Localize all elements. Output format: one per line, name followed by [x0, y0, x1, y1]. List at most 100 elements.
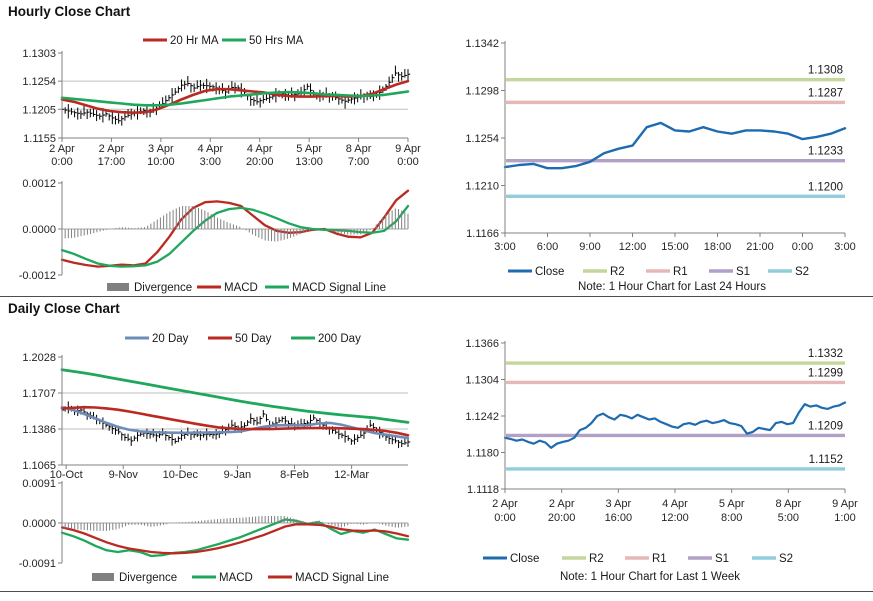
y-tick-label: 1.1155 — [23, 133, 56, 145]
x-tick-label: 9-Nov — [109, 469, 139, 481]
legend-label-macd: MACD — [219, 572, 253, 584]
x-tick-label: 20:00 — [246, 156, 274, 168]
x-tick-label: 0:00 — [792, 241, 813, 253]
pivot-label-r1: 1.1299 — [808, 367, 843, 379]
legend-label-r1: R1 — [673, 266, 688, 278]
legend-label-r1: R1 — [652, 553, 667, 565]
y-tick-label: 1.1118 — [467, 484, 499, 496]
divergence-bars — [61, 515, 409, 531]
legend-label-r2: R2 — [589, 553, 604, 565]
x-tick-label: 3:00 — [494, 241, 515, 253]
y-tick-label: 1.2028 — [22, 352, 56, 364]
x-tick-label: 15:00 — [661, 241, 689, 253]
series-close — [503, 121, 847, 170]
series-close — [503, 401, 847, 449]
weekly_pivot-chart: 1.1332 1.1299 1.1209 1.1152 1.1366 1.1304 1.12… — [465, 338, 858, 583]
legend-label-r2: R2 — [610, 266, 625, 278]
chart-note: Note: 1 Hour Chart for Last 1 Week — [560, 571, 740, 583]
x-tick-label: 2 Apr — [49, 143, 75, 155]
y-tick-label: 1.1180 — [466, 448, 499, 460]
y-tick-label: 1.1254 — [465, 133, 499, 145]
hourly_close-legend: 20 Hr MA 50 Hrs MA — [143, 35, 304, 47]
section-divider-top — [0, 296, 873, 297]
hourly-section-title: Hourly Close Chart — [8, 4, 131, 19]
legend-label-divergence: Divergence — [119, 572, 177, 584]
x-tick-label: 12:00 — [661, 512, 689, 524]
series-50-day — [60, 405, 410, 437]
pivot-label-r2: 1.1308 — [808, 65, 843, 77]
y-tick-label: 1.1707 — [22, 388, 56, 400]
daily-section-title: Daily Close Chart — [8, 301, 120, 316]
x-tick-label: 12:00 — [619, 241, 647, 253]
y-tick-label: 0.0012 — [22, 178, 56, 190]
pivot-label-s1: 1.1233 — [808, 146, 843, 158]
x-tick-label: 9 Apr — [832, 498, 858, 510]
x-tick-label: 4 Apr — [197, 143, 223, 155]
daily_macd-chart: 0.0091 0.0000 -0.0091 Divergence MACD MACD Si… — [19, 478, 410, 584]
x-tick-label: 3:00 — [834, 241, 855, 253]
divergence-bars — [61, 206, 409, 242]
legend-label-s2: S2 — [779, 553, 793, 565]
series-macd — [60, 518, 410, 558]
x-tick-label: 18:00 — [704, 241, 732, 253]
y-tick-label: 1.1366 — [465, 338, 499, 350]
y-tick-label: 0.0091 — [22, 478, 56, 490]
hourly_macd-legend: Divergence MACD MACD Signal Line — [107, 282, 386, 294]
x-tick-label: 2 Apr — [549, 498, 575, 510]
x-tick-label: 0:00 — [397, 156, 418, 168]
legend-label-close: Close — [535, 266, 564, 278]
pivot-label-s2: 1.1152 — [809, 454, 843, 466]
legend-label-200-day: 200 Day — [318, 333, 361, 345]
legend-label-macd-signal-line: MACD Signal Line — [295, 572, 389, 584]
pivot-label-s1: 1.1209 — [808, 420, 843, 432]
candlesticks — [61, 401, 411, 449]
x-tick-label: 7:00 — [348, 156, 369, 168]
x-tick-label: 8-Feb — [280, 469, 309, 481]
y-tick-label: 1.1210 — [465, 181, 499, 193]
x-tick-label: 9 Apr — [395, 143, 421, 155]
y-tick-label: 1.1303 — [22, 48, 56, 60]
y-tick-label: 1.1298 — [465, 86, 499, 98]
y-tick-label: 1.1205 — [22, 104, 56, 116]
legend-label-macd: MACD — [224, 282, 258, 294]
x-tick-label: 2 Apr — [492, 498, 518, 510]
legend-label-s1: S1 — [715, 553, 729, 565]
x-tick-label: 6:00 — [537, 241, 558, 253]
x-tick-label: 0:00 — [494, 512, 515, 524]
x-tick-label: 17:00 — [98, 156, 126, 168]
legend-label-close: Close — [510, 553, 539, 565]
chart-note: Note: 1 Hour Chart for Last 24 Hours — [578, 281, 766, 293]
legend-label-50-day: 50 Day — [235, 333, 272, 345]
x-tick-label: 10-Dec — [163, 469, 199, 481]
y-tick-label: 1.1166 — [466, 228, 499, 240]
legend-label-macd-signal-line: MACD Signal Line — [292, 282, 386, 294]
series-macd-signal-line — [60, 204, 410, 268]
pivot-label-r2: 1.1332 — [808, 348, 843, 360]
y-tick-label: 1.1242 — [465, 411, 499, 423]
x-tick-label: 8 Apr — [346, 143, 372, 155]
legend-swatch-bar — [92, 573, 114, 581]
x-tick-label: 9-Jan — [224, 469, 252, 481]
series-macd — [60, 189, 410, 268]
hourly_pivot-chart: 1.1308 1.1287 1.1233 1.1200 1.1342 1.1298 1.12… — [465, 38, 855, 293]
hourly_pivot-legend: Close R2 R1 S1 S2 — [508, 266, 809, 278]
x-tick-label: 10:00 — [147, 156, 175, 168]
y-tick-label: 0.0000 — [22, 518, 56, 530]
legend-label-s2: S2 — [795, 266, 809, 278]
legend-label-s1: S1 — [736, 266, 750, 278]
x-tick-label: 5 Apr — [296, 143, 322, 155]
y-tick-label: 1.1304 — [465, 375, 499, 387]
x-tick-label: 21:00 — [746, 241, 774, 253]
x-tick-label: 2 Apr — [99, 143, 125, 155]
series-50-hrs-ma — [60, 90, 410, 107]
pivot-label-r1: 1.1287 — [808, 87, 843, 99]
x-tick-label: 3 Apr — [148, 143, 174, 155]
y-tick-label: 1.1065 — [22, 460, 56, 472]
x-tick-label: 12-Mar — [334, 469, 369, 481]
x-tick-label: 16:00 — [605, 512, 633, 524]
legend-swatch-bar — [107, 283, 129, 291]
legend-label-50-hrs-ma: 50 Hrs MA — [249, 35, 304, 47]
